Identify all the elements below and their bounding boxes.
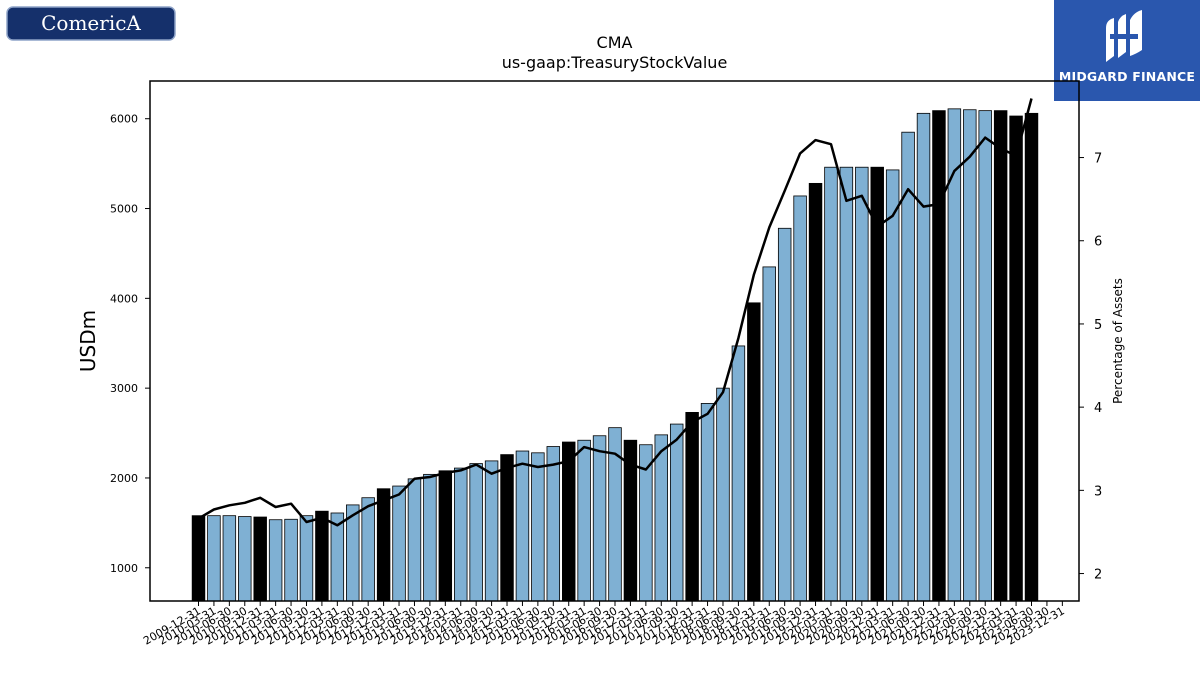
percentage-of-assets-line	[197, 98, 1033, 527]
bar-2013-03-31	[392, 485, 406, 602]
bar-2011-09-30	[299, 515, 314, 602]
y2-tick-label-2: 2	[1094, 568, 1102, 583]
bar-2019-12-31	[808, 182, 823, 602]
bar-2019-09-30	[793, 195, 807, 602]
y2-axis-label: Percentage of Assets	[1111, 278, 1125, 404]
bar-2011-03-31	[268, 519, 283, 602]
bar-group	[191, 108, 1039, 602]
bar-2012-12-31	[376, 488, 391, 602]
bar-2017-06-30	[654, 434, 669, 602]
bar-2020-06-30	[839, 166, 854, 602]
bar-2010-03-31	[207, 515, 221, 602]
bar-2021-06-30	[901, 131, 915, 602]
bar-2017-09-30	[669, 423, 684, 602]
bar-2017-12-31	[685, 411, 699, 602]
bar-2013-09-30	[423, 473, 437, 602]
bar-2020-12-31	[870, 166, 884, 602]
y-tick-label-6000: 6000	[110, 113, 138, 126]
bar-2010-06-30	[222, 515, 237, 602]
y-tick-label-4000: 4000	[110, 292, 138, 305]
midgard-emblem-icon	[1106, 10, 1142, 62]
bar-2009-12-31	[191, 515, 206, 602]
comerica-logo: ComericA	[6, 6, 176, 41]
bar-2016-06-30	[592, 435, 607, 602]
bar-2020-03-31	[824, 166, 838, 602]
bar-2021-03-31	[885, 169, 900, 602]
bar-2022-09-30	[978, 110, 992, 602]
bar-2011-12-31	[315, 510, 329, 602]
bar-2015-12-31	[561, 441, 576, 602]
y-tick-label-2000: 2000	[110, 472, 138, 485]
bar-2016-03-31	[577, 439, 591, 602]
y2-tick-label-6: 6	[1094, 235, 1102, 250]
bar-2022-06-30	[963, 109, 977, 602]
bar-2018-12-31	[747, 302, 761, 602]
bar-2020-09-30	[855, 166, 869, 602]
y-tick-label-5000: 5000	[110, 203, 138, 216]
midgard-finance-label: MIDGARD FINANCE	[1058, 69, 1196, 84]
bar-2018-09-30	[731, 345, 746, 602]
midgard-finance-logo: MIDGARD FINANCE	[1054, 0, 1200, 101]
bar-2015-03-31	[515, 450, 530, 602]
bar-2018-06-30	[716, 387, 730, 602]
bar-2014-12-31	[500, 454, 514, 602]
bar-2019-03-31	[762, 266, 776, 602]
bar-2010-09-30	[238, 516, 252, 602]
bar-2010-12-31	[253, 516, 267, 602]
comerica-logo-text: ComericA	[41, 11, 141, 35]
bar-2014-03-31	[454, 467, 468, 602]
bar-2012-09-30	[361, 497, 375, 602]
bar-2023-06-30	[1024, 112, 1039, 602]
bar-2021-09-30	[916, 112, 931, 602]
y-tick-label-3000: 3000	[110, 382, 138, 395]
bar-2023-03-31	[1009, 115, 1023, 602]
bar-2013-06-30	[407, 478, 422, 602]
y2-tick-label-4: 4	[1094, 401, 1102, 416]
bar-2015-06-30	[531, 452, 545, 602]
bar-2014-06-30	[469, 463, 483, 602]
bar-2015-09-30	[546, 446, 561, 602]
bar-2022-12-31	[993, 110, 1008, 602]
bar-2018-03-31	[700, 403, 715, 602]
bar-2019-06-30	[777, 227, 792, 602]
y2-tick-label-5: 5	[1094, 318, 1102, 333]
y2-tick-label-7: 7	[1094, 152, 1102, 167]
y-tick-label-1000: 1000	[110, 562, 138, 575]
y2-tick-label-3: 3	[1094, 484, 1102, 499]
chart-subtitle: us-gaap:TreasuryStockValue	[502, 53, 728, 72]
chart-title: CMA	[597, 33, 633, 52]
y-axis-label: USDm	[76, 310, 100, 372]
bar-2021-12-31	[932, 110, 946, 602]
bar-2014-09-30	[484, 460, 499, 602]
bar-2011-06-30	[284, 518, 298, 602]
bar-2013-12-31	[438, 470, 453, 602]
